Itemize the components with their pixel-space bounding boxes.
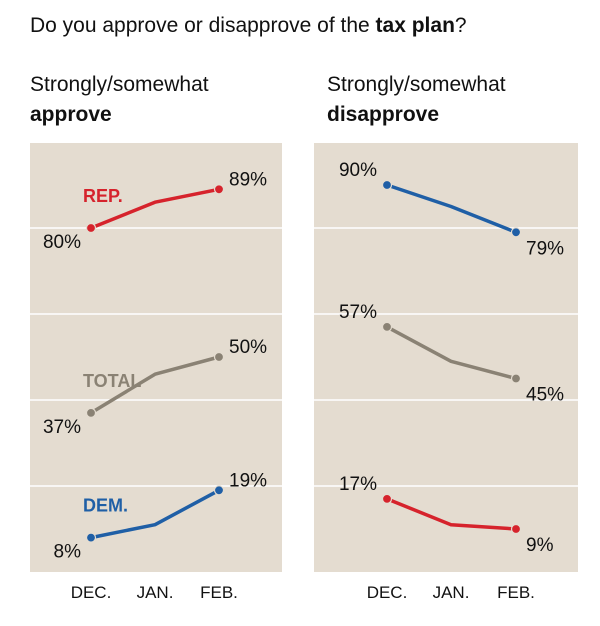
data-point [85,222,97,234]
x-tick-label: DEC. [367,583,408,602]
x-tick-label: JAN. [137,583,174,602]
series-line [89,187,221,230]
data-label: 89% [229,169,267,190]
x-tick-label: JAN. [433,583,470,602]
data-label: 79% [526,238,564,259]
series-name-label: TOTAL [83,371,141,391]
approve-panel: DEC. JAN. FEB. 80% 89% REP. 37% 50% TOTAL 8% 19% DE… [30,143,282,602]
data-label: 45% [526,385,564,406]
left-panel-title-line1: Strongly/somewhat [30,73,209,96]
left-panel-title-line2: approve [30,103,112,126]
data-label: 80% [43,232,81,253]
series-name-label: REP. [83,186,123,206]
left-panel-title: Strongly/somewhat approve [30,70,209,130]
x-tick-label: FEB. [200,583,238,602]
data-point [213,184,225,195]
data-point [510,227,522,238]
x-tick-label: FEB. [497,583,535,602]
series-line [385,497,518,531]
data-point [213,485,225,496]
data-point [381,179,393,191]
data-point [510,523,522,535]
page-title: Do you approve or disapprove of the tax … [30,14,467,38]
data-label: 19% [229,470,267,491]
data-label: 50% [229,337,267,358]
right-panel-title-line1: Strongly/somewhat [327,73,506,96]
data-point [381,321,393,332]
title-suffix: ? [454,14,467,37]
title-bold: tax plan [375,14,455,37]
data-label: 9% [526,535,554,556]
series-line [89,355,221,415]
x-tick-label: DEC. [71,583,112,602]
series-line [89,488,221,540]
title-prefix: Do you approve or disapprove of the [30,14,376,37]
data-point [213,351,225,363]
series-line [385,183,518,235]
data-point [510,373,522,384]
series-line [385,325,518,381]
data-label: 90% [339,160,377,181]
right-panel-title-line2: disapprove [327,103,440,126]
data-label: 8% [54,542,82,563]
series-name-label: DEM. [83,496,128,516]
data-label: 17% [339,474,377,495]
data-label: 57% [339,302,377,323]
data-point [85,532,97,543]
disapprove-panel: DEC. JAN. FEB. 90% 79% 57% 45% 17% 9% [314,143,578,602]
data-label: 37% [43,417,81,438]
plot-background [30,143,282,572]
data-point [381,493,393,504]
data-point [85,407,97,418]
right-panel-title: Strongly/somewhat disapprove [327,70,506,130]
